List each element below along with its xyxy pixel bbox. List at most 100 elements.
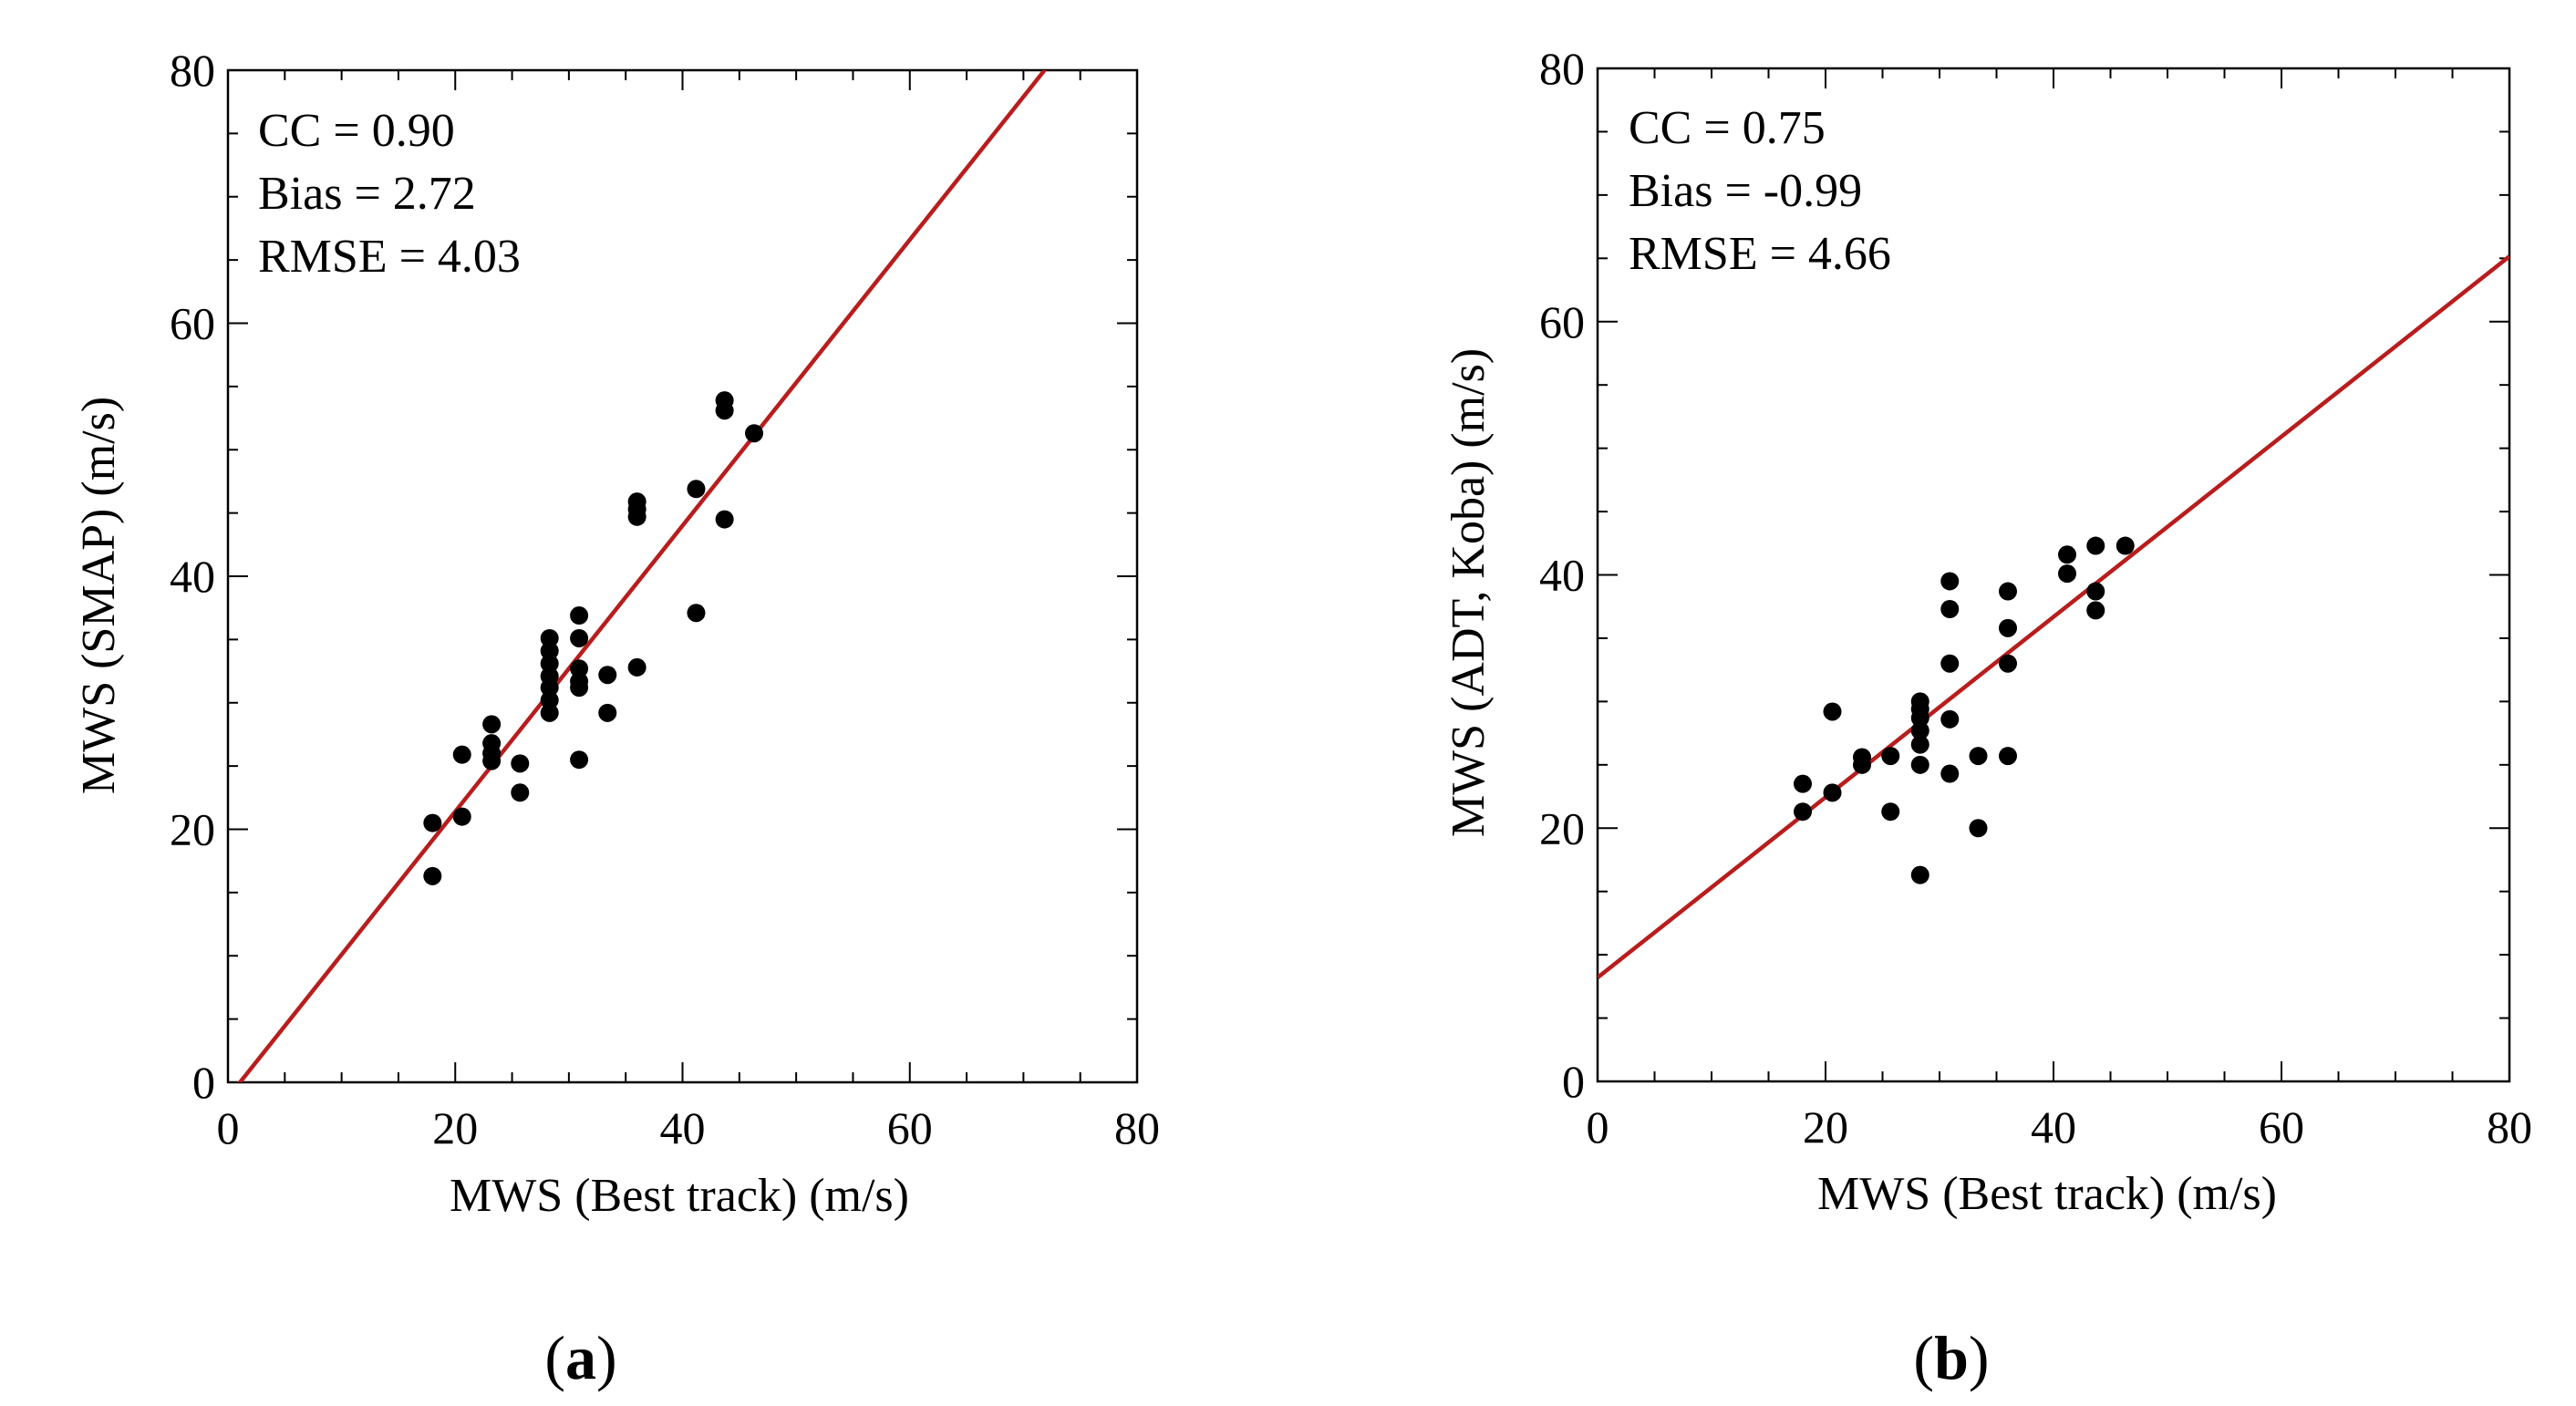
panel-b-label: (b) <box>1913 1323 1989 1392</box>
panel-a-x-tick-label: 20 <box>432 1102 478 1153</box>
panel-a-data-point <box>540 641 559 660</box>
panel-b-regression-line <box>1598 254 2509 979</box>
panel-b-data-point <box>1794 802 1812 822</box>
panel-a-data-point <box>540 654 559 673</box>
panel-b-data-point <box>1940 572 1960 591</box>
panel-b-x-tick-label: 80 <box>2487 1101 2532 1153</box>
panel-b-stat-rmse: RMSE = 4.66 <box>1629 228 1891 280</box>
panel-a-y-tick-label: 40 <box>170 551 215 602</box>
panel-b-data-point <box>2086 582 2105 601</box>
panel-a-data-point <box>570 750 589 770</box>
panel-b-data-point <box>2058 545 2076 564</box>
panel-a-x-tick-label: 60 <box>887 1102 933 1153</box>
panel-b-data-point <box>1969 747 1988 766</box>
panel-a-x-axis-label: MWS (Best track) (m/s) <box>450 1170 909 1222</box>
panel-b-y-tick-label: 80 <box>1539 43 1585 94</box>
panel-b-data-point <box>1794 774 1812 793</box>
panel-b-y-tick-label: 0 <box>1562 1056 1585 1107</box>
panel-a-regression-line <box>237 70 1048 1082</box>
panel-b-y-tick-label: 60 <box>1539 296 1585 347</box>
panel-a-plot-frame <box>226 68 1139 1084</box>
panel-a-label: (a) <box>544 1323 616 1392</box>
panel-b-data-point <box>1999 654 2017 673</box>
panel-b-data-point <box>1881 747 1900 766</box>
panel-b-data-point <box>1910 721 1929 740</box>
panel-a-y-tick-label: 20 <box>170 804 215 855</box>
panel-a-data-point <box>540 628 559 647</box>
panel-b-data-point <box>1940 599 1960 618</box>
panel-b-data-point <box>2086 601 2105 620</box>
panel-a-y-tick-label: 80 <box>170 45 215 96</box>
panel-b-y-axis-label: MWS (ADT, Koba) (m/s) <box>1443 348 1495 837</box>
panel-a-data-point <box>423 866 442 885</box>
panel-b-data-point <box>1940 654 1960 673</box>
panel-a-data-point <box>570 659 589 678</box>
panel-a-y-axis-label: MWS (SMAP) (m/s) <box>73 397 125 794</box>
panel-b-data-point <box>1853 755 1871 774</box>
panel-b-data-point <box>1940 709 1960 729</box>
panel-a-stat-bias: Bias = 2.72 <box>258 168 476 220</box>
panel-a-data-point <box>627 507 647 526</box>
panel-b-data-point <box>1910 708 1929 728</box>
panel-a-data-point <box>627 657 647 677</box>
panel-a-data-point <box>598 666 617 685</box>
panel-b-plot-frame <box>1596 67 2511 1083</box>
panel-a-data-point <box>511 783 530 802</box>
panel-b-data-point <box>1910 735 1929 754</box>
panel-b-data-point <box>1999 582 2017 601</box>
panel-b-stats: CC = 0.75 Bias = -0.99 RMSE = 4.66 <box>1629 102 1891 280</box>
panel-a-y-tick-label: 0 <box>192 1057 215 1108</box>
panel-a-data-point <box>540 678 559 698</box>
panel-a-data-point <box>745 424 764 443</box>
panel-b-stat-bias: Bias = -0.99 <box>1629 165 1862 217</box>
panel-a-data-point <box>452 807 471 826</box>
panel-a-data-point <box>715 510 734 529</box>
panel-a-x-tick-label: 0 <box>217 1102 240 1153</box>
panel-a-data-point <box>687 604 706 623</box>
panel-b-x-tick-label: 40 <box>2031 1101 2076 1153</box>
panel-b-y-tick-label: 40 <box>1539 550 1585 601</box>
panel-b-x-tick-label: 0 <box>1587 1101 1609 1153</box>
panel-b-y-tick-label: 20 <box>1539 802 1585 853</box>
panel-b-data-point <box>1910 755 1929 774</box>
panel-a-stats: CC = 0.90 Bias = 2.72 RMSE = 4.03 <box>258 105 521 283</box>
panel-b-data-point <box>2058 564 2076 584</box>
panel-a-data-point <box>540 690 559 709</box>
panel-a-x-tick-label: 80 <box>1114 1102 1160 1153</box>
panel-b-ticks <box>1597 67 2510 1082</box>
panel-a-data-point <box>452 745 471 764</box>
panel-a-data-point <box>482 751 502 770</box>
panel-a-data-point <box>598 703 617 722</box>
panel-b-data-point <box>1999 618 2017 637</box>
panel-b-x-tick-label: 60 <box>2259 1101 2304 1153</box>
panel-b-points <box>1794 536 2135 884</box>
panel-a-data-point <box>570 606 589 625</box>
panel-b-data-point <box>1940 764 1960 783</box>
panel-a-stat-cc: CC = 0.90 <box>258 105 455 157</box>
panel-a-data-point <box>687 480 706 499</box>
panel-a-ticks <box>227 69 1138 1083</box>
panel-a-data-point <box>715 401 734 420</box>
panel-a-y-tick-label: 60 <box>170 298 215 349</box>
panel-a-x-tick-label: 40 <box>660 1102 706 1153</box>
panel-b-x-tick-label: 20 <box>1803 1101 1848 1153</box>
panel-b-data-point <box>2116 536 2135 555</box>
panel-a-stat-rmse: RMSE = 4.03 <box>258 231 521 283</box>
panel-b-data-point <box>1823 783 1842 802</box>
panel-b-stat-cc: CC = 0.75 <box>1629 102 1826 154</box>
panel-a-data-point <box>482 715 502 734</box>
panel-a-data-point <box>423 813 442 832</box>
panel-a-data-point <box>570 628 589 647</box>
panel-a-data-point <box>540 703 559 722</box>
panel-a-points <box>423 391 764 885</box>
panel-a-data-point <box>511 754 530 773</box>
panel-b-data-point <box>1881 802 1900 822</box>
panel-a-data-point <box>570 678 589 698</box>
panel-b-data-point <box>1910 865 1929 884</box>
panel-b-data-point <box>2086 536 2105 555</box>
panel-b-x-axis-label: MWS (Best track) (m/s) <box>1817 1168 2277 1220</box>
panel-a: CC = 0.90 Bias = 2.72 RMSE = 4.03 MWS (B… <box>73 45 1160 1392</box>
panel-b-data-point <box>1823 702 1842 721</box>
panel-b: CC = 0.75 Bias = -0.99 RMSE = 4.66 MWS (… <box>1443 43 2532 1392</box>
